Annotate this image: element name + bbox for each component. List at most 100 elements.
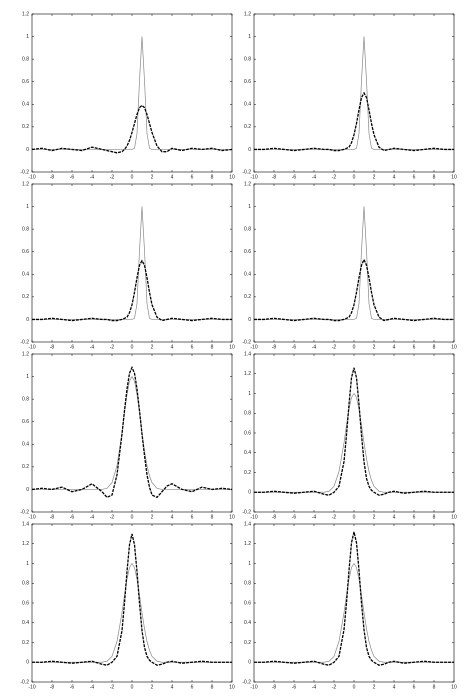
x-tick-label: -10 xyxy=(250,174,257,180)
plot-frame xyxy=(253,353,455,513)
x-tick-label: -8 xyxy=(272,684,277,690)
y-tick-label: 0.2 xyxy=(244,640,251,646)
y-tick-label: -0.2 xyxy=(242,169,251,175)
series-line xyxy=(32,533,232,666)
x-tick-label: 2 xyxy=(373,514,376,520)
x-tick-label: 4 xyxy=(171,174,174,180)
x-tick-label: 8 xyxy=(211,514,214,520)
x-tick-label: -10 xyxy=(250,344,257,350)
x-tick-label: -8 xyxy=(272,174,277,180)
plot-frame xyxy=(253,183,455,343)
x-tick-label: 4 xyxy=(171,514,174,520)
x-tick-label: 4 xyxy=(171,684,174,690)
x-tick-label: 6 xyxy=(191,174,194,180)
y-tick-label: 1 xyxy=(26,561,29,567)
x-tick-label: 2 xyxy=(151,684,154,690)
x-tick-label: 6 xyxy=(191,344,194,350)
x-tick-label: -10 xyxy=(28,684,35,690)
y-tick-label: 0.8 xyxy=(244,581,251,587)
series-line xyxy=(31,365,233,499)
y-tick-label: -0.2 xyxy=(242,679,251,685)
y-tick-label: 1.2 xyxy=(22,541,29,547)
x-tick-label: 10 xyxy=(229,514,235,520)
x-tick-label: -4 xyxy=(90,174,95,180)
x-tick-label: 10 xyxy=(229,174,235,180)
x-tick-label: -6 xyxy=(292,174,297,180)
y-tick-label: 1 xyxy=(248,561,251,567)
y-tick-label: 0.6 xyxy=(244,79,251,85)
y-tick-label: 1.2 xyxy=(244,371,251,377)
x-tick-label: 2 xyxy=(151,344,154,350)
series-line xyxy=(254,367,454,496)
y-tick-label: 0.4 xyxy=(22,442,29,448)
x-tick-label: 0 xyxy=(131,514,134,520)
x-tick-label: 4 xyxy=(393,344,396,350)
y-tick-label: 0 xyxy=(248,147,251,153)
plot-frame xyxy=(253,13,455,173)
x-tick-label: 6 xyxy=(413,514,416,520)
y-tick-label: 0 xyxy=(248,317,251,323)
y-tick-label: -0.2 xyxy=(242,339,251,345)
series-line xyxy=(254,91,454,152)
x-tick-label: 2 xyxy=(373,684,376,690)
series-line xyxy=(254,258,454,322)
y-tick-label: 1.4 xyxy=(22,521,29,527)
y-tick-label: 0.4 xyxy=(244,272,251,278)
x-tick-label: 10 xyxy=(451,684,457,690)
x-tick-label: 4 xyxy=(393,514,396,520)
x-tick-label: 0 xyxy=(353,514,356,520)
y-tick-label: -0.2 xyxy=(20,679,29,685)
y-tick-label: 0.6 xyxy=(244,600,251,606)
x-tick-label: 10 xyxy=(451,514,457,520)
y-tick-label: 0 xyxy=(26,317,29,323)
y-tick-label: 1 xyxy=(248,204,251,210)
x-tick-label: 2 xyxy=(373,174,376,180)
x-tick-label: -2 xyxy=(332,514,337,520)
y-tick-label: 0.4 xyxy=(22,620,29,626)
x-tick-label: 8 xyxy=(433,514,436,520)
x-tick-label: -8 xyxy=(50,344,55,350)
series-line xyxy=(32,206,232,320)
series-line xyxy=(32,259,232,322)
series-line xyxy=(254,562,454,663)
x-tick-label: 6 xyxy=(413,344,416,350)
x-tick-label: -2 xyxy=(332,344,337,350)
x-tick-label: -4 xyxy=(312,684,317,690)
y-tick-label: -0.2 xyxy=(20,509,29,515)
x-tick-label: -6 xyxy=(292,514,297,520)
x-tick-label: 0 xyxy=(353,684,356,690)
x-tick-label: -8 xyxy=(272,344,277,350)
y-tick-label: 1 xyxy=(248,391,251,397)
plot-frame xyxy=(31,183,233,343)
x-tick-label: -6 xyxy=(70,174,75,180)
y-tick-label: 0 xyxy=(248,660,251,666)
x-tick-label: -8 xyxy=(50,174,55,180)
x-tick-label: 6 xyxy=(413,684,416,690)
x-tick-label: -2 xyxy=(332,174,337,180)
x-tick-label: 8 xyxy=(433,684,436,690)
y-tick-label: 1.2 xyxy=(244,11,251,17)
series-line xyxy=(254,531,454,666)
plot-frame xyxy=(31,523,233,683)
y-tick-label: 0.6 xyxy=(244,430,251,436)
y-tick-label: 1.4 xyxy=(244,521,251,527)
x-tick-label: -10 xyxy=(250,684,257,690)
x-tick-label: -6 xyxy=(292,344,297,350)
x-tick-label: 6 xyxy=(191,684,194,690)
series-line xyxy=(254,206,454,320)
x-tick-label: -10 xyxy=(28,174,35,180)
x-tick-label: 2 xyxy=(373,344,376,350)
x-tick-label: -6 xyxy=(70,514,75,520)
y-tick-label: 0.4 xyxy=(244,620,251,626)
x-tick-label: -4 xyxy=(90,684,95,690)
x-tick-label: 6 xyxy=(413,174,416,180)
y-tick-label: 0.8 xyxy=(244,56,251,62)
y-tick-label: 0.6 xyxy=(244,249,251,255)
x-tick-label: -10 xyxy=(28,344,35,350)
y-tick-label: 0.2 xyxy=(244,470,251,476)
y-tick-label: 0.8 xyxy=(22,396,29,402)
y-tick-label: 1.2 xyxy=(244,181,251,187)
plot-frame xyxy=(253,523,455,683)
y-tick-label: 0 xyxy=(26,660,29,666)
